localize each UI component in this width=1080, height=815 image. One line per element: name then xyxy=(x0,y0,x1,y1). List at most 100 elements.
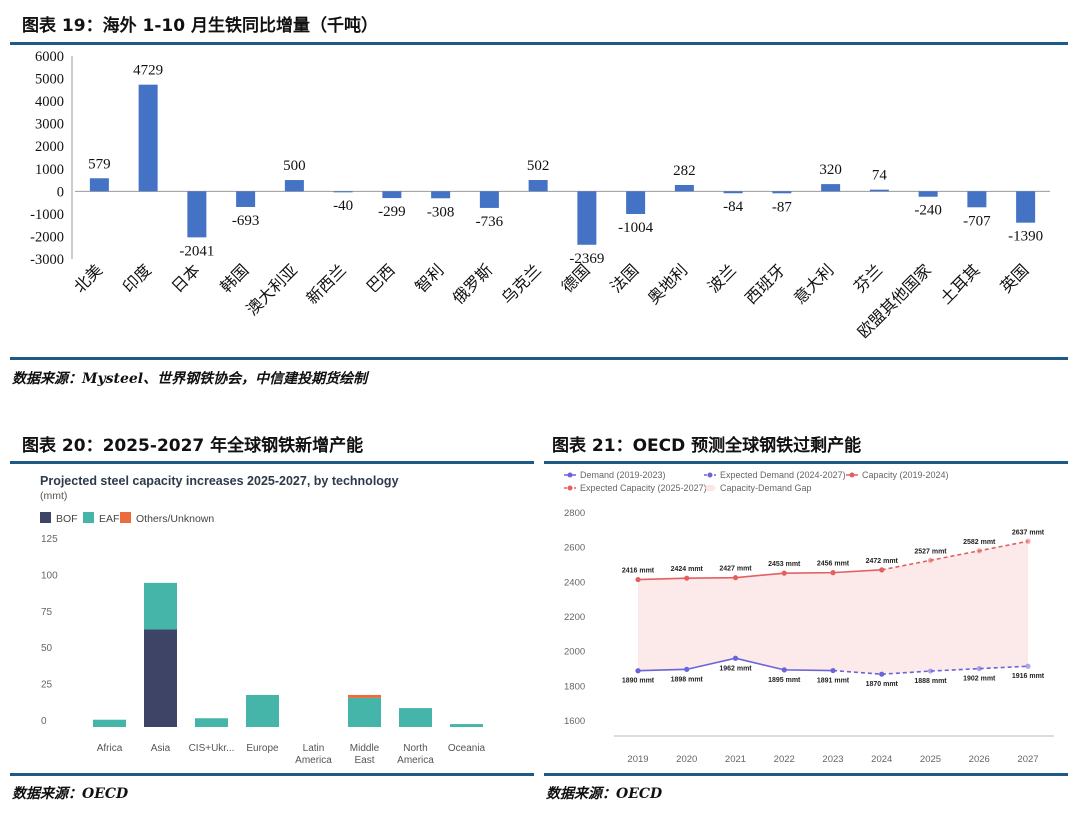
fig19-category-label: 乌克兰 xyxy=(498,261,545,308)
fig19-data-label: -707 xyxy=(963,213,991,229)
fig20-chart: Projected steel capacity increases 2025-… xyxy=(40,474,486,766)
fig19-bar xyxy=(918,191,938,197)
fig21-legend-marker xyxy=(567,472,573,478)
fig20-source: 数据来源：OECD xyxy=(12,786,129,802)
fig19-ytick-label: 5000 xyxy=(35,72,64,88)
fig19-bar xyxy=(479,191,499,208)
fig19-ytick-label: 2000 xyxy=(35,139,64,155)
fig19-title: 图表 19：海外 1-10 月生铁同比增量（千吨） xyxy=(22,16,378,36)
fig19-data-label: -240 xyxy=(914,203,942,219)
fig21-demand-point xyxy=(635,668,641,674)
fig19-bar xyxy=(431,191,451,199)
fig20-ytick-label: 25 xyxy=(41,680,53,691)
fig21-demand-label: 1916 mmt xyxy=(1012,673,1045,680)
fig21-legend-label: Expected Demand (2024-2027) xyxy=(720,470,846,480)
fig20-category-label: East xyxy=(354,755,374,766)
fig20-legend-label: EAF xyxy=(99,513,119,525)
fig21-top-rule xyxy=(544,461,1068,464)
fig19-category-label: 英国 xyxy=(997,261,1032,296)
fig21-xtick-label: 2022 xyxy=(774,754,795,765)
fig21-demand-point xyxy=(732,655,739,661)
fig21-capacity-label: 2527 mmt xyxy=(914,548,947,555)
fig20-category-label: North xyxy=(403,743,427,754)
fig19-data-label: -1004 xyxy=(618,220,653,236)
fig19-ytick-label: -3000 xyxy=(30,252,64,268)
fig21-legend-label: Demand (2019-2023) xyxy=(580,470,666,480)
fig19-ytick-label: 4000 xyxy=(35,94,64,110)
fig21-demand-label: 1895 mmt xyxy=(768,677,801,684)
fig19-category-label: 土耳其 xyxy=(937,261,984,308)
fig19-data-label: 282 xyxy=(673,163,696,179)
fig21-demand-label: 1890 mmt xyxy=(622,678,655,685)
fig21-demand-point xyxy=(684,666,690,672)
fig21-capacity-point xyxy=(830,570,836,576)
fig21-capacity-label: 2416 mmt xyxy=(622,568,655,575)
fig19-data-label: -2041 xyxy=(179,243,214,259)
fig21-xtick-label: 2025 xyxy=(920,754,941,765)
fig19-data-label: -299 xyxy=(378,204,406,220)
fig21-xtick-label: 2026 xyxy=(969,754,990,765)
fig19-data-label: 500 xyxy=(283,158,306,174)
fig19-bar xyxy=(869,189,889,192)
fig21-demand-point xyxy=(830,667,836,674)
fig19-source: 数据来源：Mysteel、世界钢铁协会，中信建投期货绘制 xyxy=(12,371,368,387)
fig21-capacity-label: 2453 mmt xyxy=(768,561,801,568)
fig19-bar xyxy=(723,191,743,194)
fig21-capacity-point xyxy=(635,576,641,583)
fig21-legend-marker xyxy=(707,472,713,478)
fig19-data-label: -2369 xyxy=(569,251,604,267)
fig19-category-label: 奥地利 xyxy=(645,261,692,308)
fig19-data-label: -40 xyxy=(333,198,353,214)
fig20-category-label: America xyxy=(397,755,434,766)
fig19-category-label: 意大利 xyxy=(790,260,837,307)
fig21-demand-label: 1888 mmt xyxy=(914,678,947,685)
fig19-bar xyxy=(1016,191,1036,223)
fig19-data-label: -1390 xyxy=(1008,229,1043,245)
fig20-bar-segment xyxy=(450,724,483,727)
fig19-data-label: -87 xyxy=(772,199,792,215)
fig20-bar-segment xyxy=(348,694,381,698)
fig19-data-label: 74 xyxy=(872,168,888,184)
fig21-ytick-label: 2600 xyxy=(564,543,585,554)
fig20-bar-segment xyxy=(144,582,177,630)
fig20-category-label: Middle xyxy=(350,743,380,754)
fig19-bar xyxy=(674,184,694,192)
fig19-ytick-label: 3000 xyxy=(35,117,64,133)
fig19-data-label: -736 xyxy=(476,214,504,230)
fig20-category-label: Europe xyxy=(246,743,279,754)
fig21-demand-label: 1962 mmt xyxy=(719,665,752,672)
fig21-expected-capacity-line xyxy=(881,540,1029,571)
fig19-category-label: 日本 xyxy=(168,261,203,296)
fig20-legend-label: BOF xyxy=(56,513,78,525)
fig21-xtick-label: 2024 xyxy=(871,754,892,765)
fig21-capacity-point xyxy=(927,557,934,563)
fig20-bar-segment xyxy=(93,719,126,727)
fig20-legend-swatch xyxy=(120,512,131,523)
fig19-ytick-label: 0 xyxy=(57,184,64,200)
fig19-bar xyxy=(821,184,841,192)
fig20-top-rule xyxy=(10,461,534,464)
fig21-capacity-label: 2472 mmt xyxy=(866,558,899,565)
fig19-data-label: -693 xyxy=(232,213,260,229)
fig19-category-label: 芬兰 xyxy=(851,261,886,296)
fig19-ytick-label: 1000 xyxy=(35,162,64,178)
fig21-xtick-label: 2021 xyxy=(725,754,746,765)
fig19-ytick-label: -2000 xyxy=(30,229,64,245)
fig20-category-label: Oceania xyxy=(448,743,486,754)
fig19-bar xyxy=(626,191,646,214)
fig20-category-label: Asia xyxy=(151,743,171,754)
fig20-category-label: America xyxy=(295,755,332,766)
fig19-bar xyxy=(138,84,158,192)
fig19-category-label: 俄罗斯 xyxy=(450,261,497,308)
fig20-bar-segment xyxy=(246,694,279,727)
fig19-bar xyxy=(528,180,548,192)
fig21-capacity-point xyxy=(684,575,690,581)
fig21-legend-marker xyxy=(849,472,855,478)
fig21-gap-area xyxy=(638,541,1028,675)
fig19-top-rule xyxy=(10,42,1068,45)
fig19-data-label: -308 xyxy=(427,204,455,220)
fig21-xtick-label: 2027 xyxy=(1017,754,1038,765)
fig20-legend-swatch xyxy=(40,512,51,523)
fig21-demand-point xyxy=(879,671,885,677)
fig19-bar xyxy=(967,191,987,208)
